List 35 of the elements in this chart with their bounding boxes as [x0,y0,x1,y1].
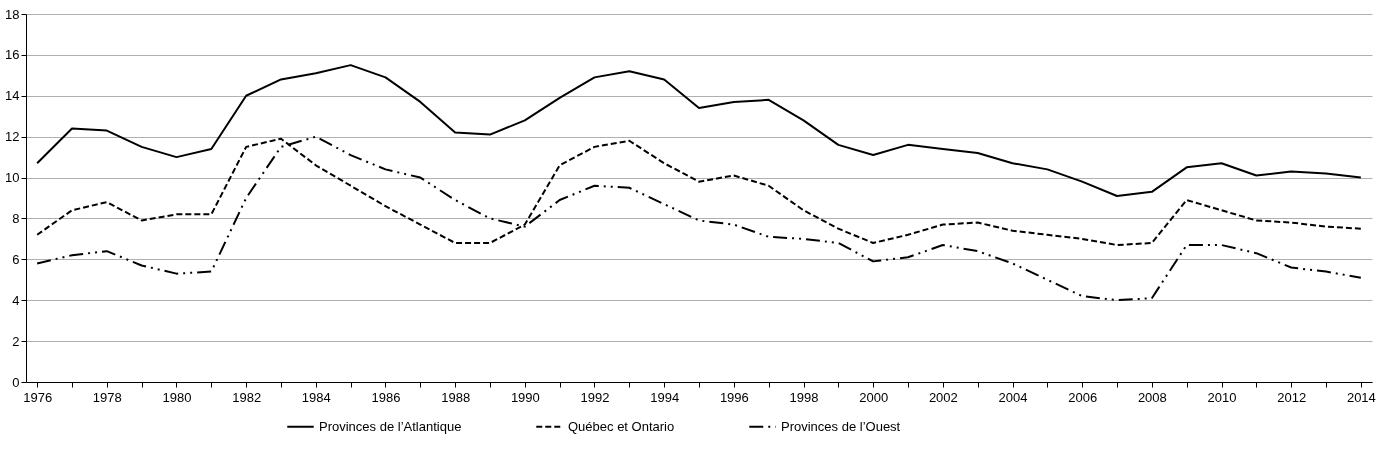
y-tick-label: 16 [5,47,20,63]
line-series [36,64,1362,197]
x-tick-label: 1994 [650,389,680,405]
x-tick-label: 2012 [1277,389,1307,405]
x-tick-label: 1978 [92,389,122,405]
y-tick-label: 10 [5,170,20,186]
x-tick-label: 1998 [789,389,819,405]
x-tick-label: 1980 [162,389,192,405]
x-tick-label: 2004 [998,389,1028,405]
x-tick-label: 2014 [1346,389,1376,405]
line-series [36,135,1362,302]
x-tick-label: 1988 [441,389,471,405]
x-tick-label: 1986 [371,389,401,405]
x-tick-label: 2002 [928,389,958,405]
x-tick-label: 2000 [859,389,889,405]
y-tick-label: 8 [12,210,20,226]
legend-label: Provinces de l’Atlantique [319,418,462,434]
legend-label: Québec et Ontario [568,418,675,434]
y-tick-label: 4 [12,292,20,308]
x-tick-label: 1984 [301,389,331,405]
x-tick-label: 1996 [719,389,749,405]
x-tick-label: 1982 [232,389,262,405]
x-tick-label: 1992 [580,389,610,405]
x-tick-label: 1976 [23,389,53,405]
y-tick-label: 12 [5,129,20,145]
y-tick-label: 18 [5,6,20,22]
x-tick-label: 2008 [1137,389,1167,405]
x-tick-label: 1990 [510,389,540,405]
y-tick-label: 0 [12,374,20,390]
legend-label: Provinces de l’Ouest [781,418,901,434]
x-tick-label: 2010 [1207,389,1237,405]
y-tick-label: 2 [12,333,20,349]
y-tick-label: 6 [12,251,20,267]
y-tick-label: 14 [5,88,20,104]
x-tick-label: 2006 [1068,389,1098,405]
